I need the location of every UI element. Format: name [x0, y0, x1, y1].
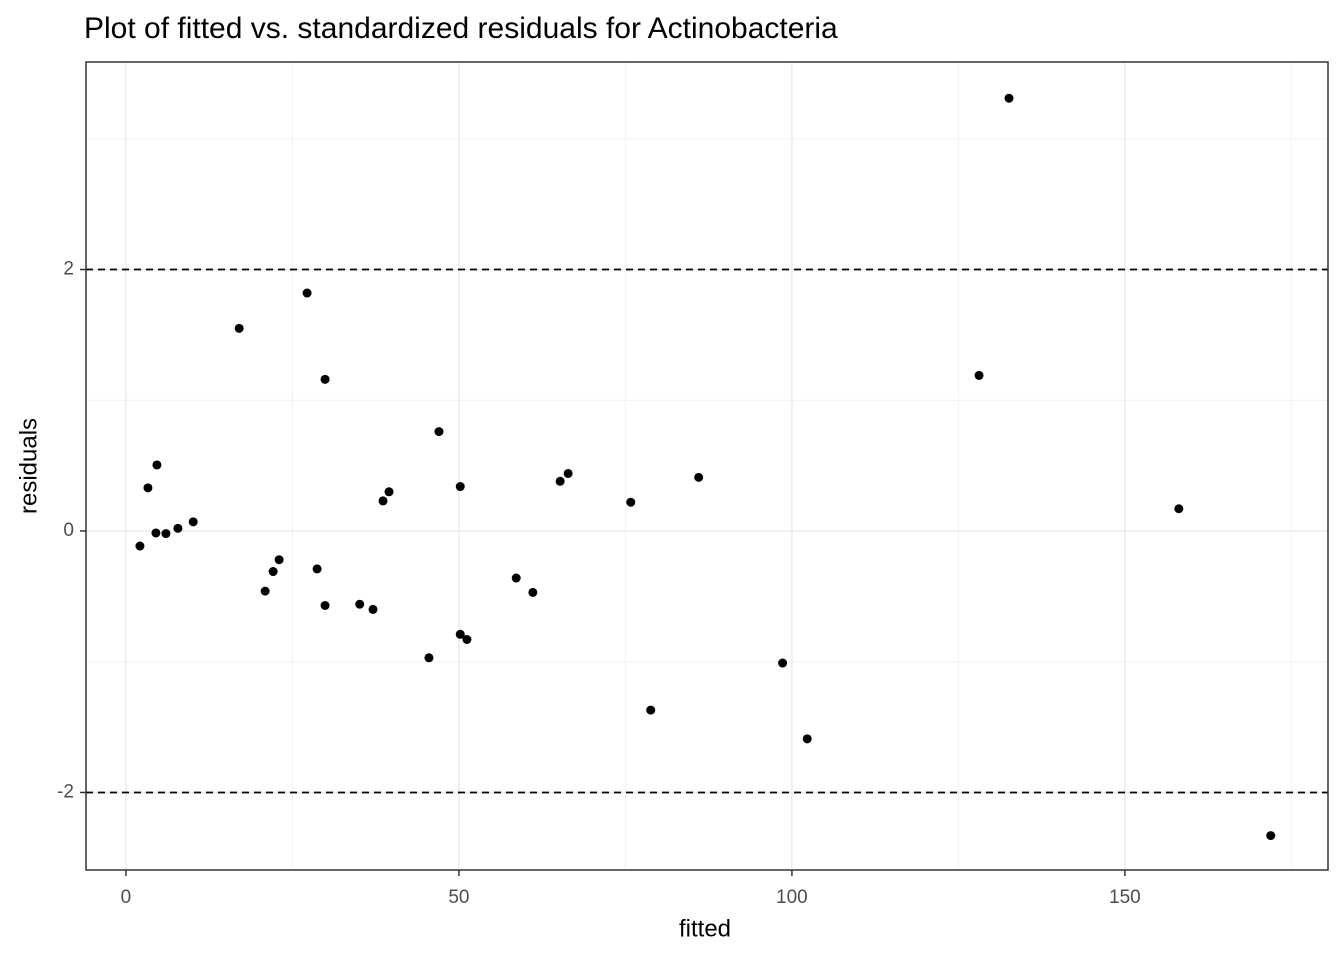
point — [268, 567, 278, 577]
point — [974, 370, 984, 380]
point — [312, 564, 322, 574]
point — [1174, 504, 1184, 514]
point — [694, 472, 704, 482]
y-tick-label: 0 — [63, 520, 74, 541]
point — [528, 587, 538, 597]
x-tick-label: 50 — [448, 887, 469, 908]
point — [384, 487, 394, 497]
point — [434, 427, 444, 437]
point — [151, 528, 161, 538]
point — [152, 460, 162, 470]
point — [424, 653, 434, 663]
point — [234, 323, 244, 333]
point — [320, 374, 330, 384]
point — [378, 496, 388, 506]
point — [143, 483, 153, 493]
y-axis-title: residuals — [15, 418, 42, 514]
chart-title: Plot of fitted vs. standardized residual… — [84, 12, 838, 45]
point — [802, 734, 812, 744]
point — [274, 555, 284, 565]
point — [368, 604, 378, 614]
x-tick-label: 150 — [1109, 887, 1141, 908]
point — [302, 288, 312, 298]
point — [260, 586, 270, 596]
point — [462, 634, 472, 644]
y-tick-label: 2 — [63, 259, 74, 280]
y-tick-label: -2 — [57, 781, 74, 802]
point — [135, 541, 145, 551]
point — [511, 573, 521, 583]
point — [355, 599, 365, 609]
point — [646, 705, 656, 715]
point — [626, 497, 636, 507]
panel-border — [85, 61, 1329, 871]
point — [161, 529, 171, 539]
point — [188, 517, 198, 527]
point — [563, 468, 573, 478]
point — [320, 601, 330, 611]
point — [1266, 831, 1276, 841]
x-axis-title: fitted — [679, 915, 731, 942]
x-tick-label: 100 — [776, 887, 808, 908]
point — [778, 658, 788, 668]
point — [455, 629, 465, 639]
point — [173, 523, 183, 533]
point — [1004, 93, 1014, 103]
point — [555, 476, 565, 486]
point — [455, 482, 465, 492]
x-tick-label: 0 — [121, 887, 132, 908]
